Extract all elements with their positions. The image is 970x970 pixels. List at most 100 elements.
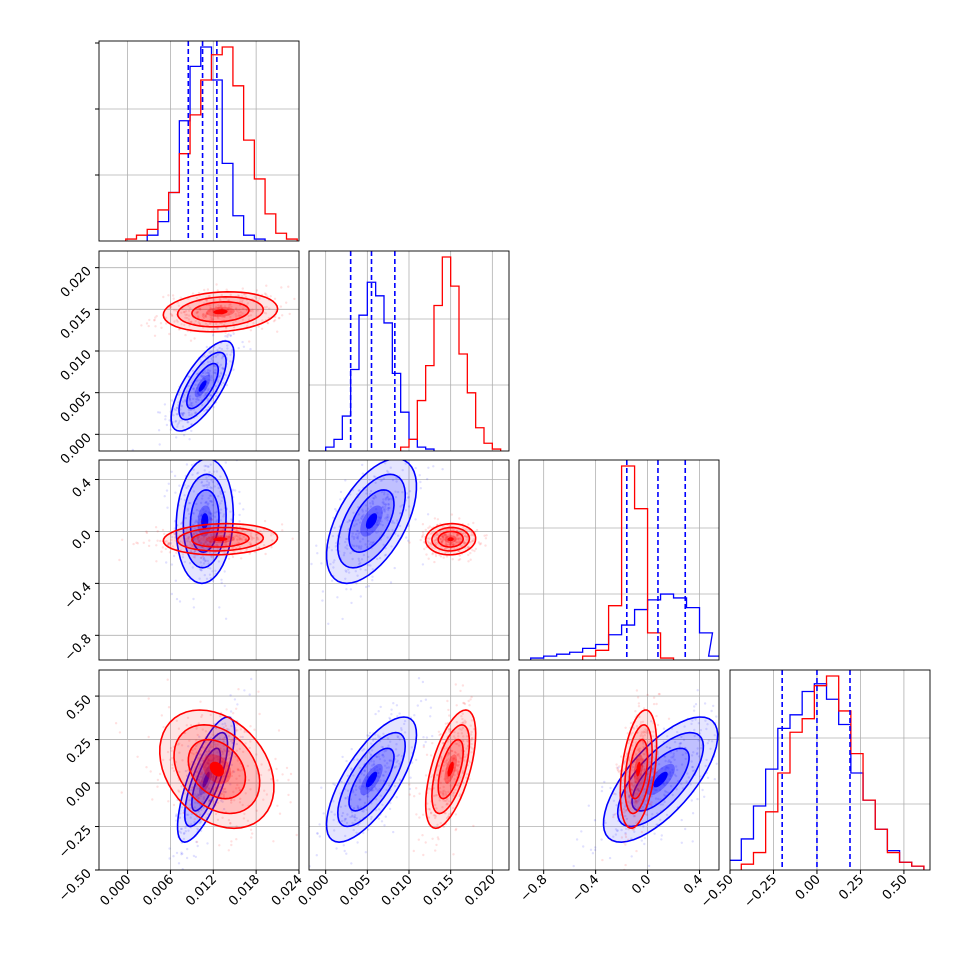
- scatter-point: [444, 533, 448, 536]
- histogram-blue: [146, 46, 266, 241]
- scatter-point: [361, 749, 364, 752]
- scatter-point: [359, 531, 362, 534]
- scatter-point: [234, 307, 238, 310]
- scatter-point: [554, 882, 556, 884]
- scatter-point: [369, 502, 372, 505]
- scatter-point: [198, 813, 202, 816]
- scatter-point: [654, 797, 658, 800]
- scatter-point: [432, 814, 436, 817]
- scatter-point: [394, 496, 398, 499]
- scatter-point: [208, 543, 212, 546]
- scatter-point: [422, 736, 425, 739]
- scatter-point: [469, 541, 472, 544]
- scatter-point: [371, 579, 374, 582]
- scatter-point: [231, 555, 235, 559]
- scatter-point: [637, 836, 641, 839]
- scatter-point: [156, 530, 159, 533]
- scatter-point: [648, 743, 651, 746]
- scatter-point: [206, 761, 209, 764]
- scatter-point: [245, 548, 248, 551]
- scatter-point: [366, 532, 370, 536]
- scatter-point: [212, 800, 215, 803]
- scatter-point: [334, 507, 337, 511]
- scatter-point: [187, 375, 191, 378]
- scatter-point: [209, 759, 212, 762]
- scatter-point: [382, 503, 386, 506]
- scatter-point: [188, 739, 191, 742]
- scatter-point: [471, 549, 474, 552]
- scatter-point: [249, 788, 252, 791]
- scatter-point: [219, 314, 222, 317]
- scatter-point: [442, 825, 445, 828]
- scatter-point: [232, 332, 235, 335]
- scatter-point: [200, 514, 203, 517]
- scatter-point: [192, 555, 195, 559]
- scatter-point: [230, 518, 233, 521]
- scatter-point: [203, 469, 206, 472]
- scatter-point: [352, 774, 355, 777]
- scatter-point: [188, 438, 191, 441]
- scatter-point: [221, 816, 224, 819]
- scatter-point: [413, 795, 416, 798]
- scatter-point: [203, 573, 206, 577]
- scatter-point: [455, 704, 458, 707]
- scatter-point: [211, 318, 215, 321]
- scatter-point: [642, 765, 645, 768]
- scatter-point: [221, 752, 225, 756]
- scatter-point: [227, 780, 230, 783]
- scatter-point: [140, 324, 143, 327]
- scatter-point: [217, 306, 220, 309]
- scatter-point: [444, 547, 447, 550]
- scatter-point: [198, 539, 202, 542]
- scatter-point: [174, 533, 177, 536]
- scatter-point: [187, 318, 191, 321]
- scatter-point: [369, 817, 373, 821]
- scatter-point: [320, 786, 323, 789]
- scatter-point: [370, 541, 373, 544]
- scatter-point: [643, 836, 647, 840]
- scatter-point: [202, 538, 205, 542]
- scatter-point: [195, 744, 198, 748]
- density-peak: [447, 537, 454, 542]
- scatter-point: [365, 787, 368, 790]
- scatter-point: [192, 854, 196, 858]
- scatter-point: [365, 492, 368, 495]
- scatter-point: [183, 394, 186, 397]
- scatter-point: [699, 729, 703, 732]
- scatter-point: [237, 768, 240, 771]
- scatter-point: [196, 390, 200, 394]
- scatter-point: [210, 500, 213, 503]
- scatter-point: [214, 812, 218, 816]
- scatter-point: [222, 315, 226, 318]
- scatter-point: [572, 864, 575, 868]
- panel-frame: [98, 459, 300, 661]
- scatter-point: [182, 434, 186, 437]
- scatter-point: [635, 724, 639, 728]
- scatter-point: [691, 766, 694, 769]
- scatter-point: [256, 309, 259, 312]
- x-tick-label: −0.50: [698, 872, 737, 911]
- scatter-point: [212, 371, 216, 374]
- scatter-point: [185, 486, 188, 489]
- scatter-point: [237, 688, 240, 691]
- scatter-point: [418, 474, 421, 477]
- scatter-point: [221, 761, 225, 764]
- scatter-point: [382, 779, 385, 782]
- scatter-point: [389, 801, 392, 805]
- scatter-point: [211, 782, 214, 785]
- scatter-point: [454, 683, 457, 686]
- scatter-point: [218, 305, 222, 308]
- scatter-point: [219, 475, 222, 478]
- scatter-point: [219, 508, 223, 511]
- scatter-point: [200, 497, 204, 500]
- scatter-point: [630, 769, 633, 772]
- contour-blue: [175, 460, 235, 585]
- scatter-point: [207, 799, 211, 803]
- scatter-point: [371, 502, 375, 506]
- scatter-point: [219, 490, 222, 493]
- scatter-point: [403, 719, 407, 723]
- scatter-point: [642, 788, 645, 791]
- scatter-point: [627, 770, 630, 773]
- scatter-point: [361, 515, 364, 518]
- scatter-point: [643, 748, 646, 751]
